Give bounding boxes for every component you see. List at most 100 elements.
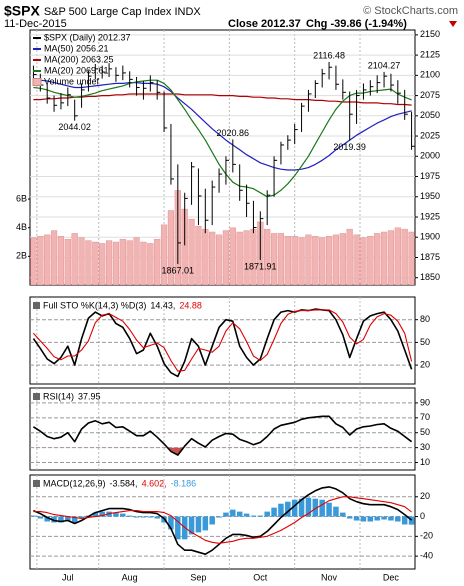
histogram-bar (298, 498, 305, 517)
legend-label: Volume undef (44, 76, 100, 86)
y-tick-label: 2025 (420, 130, 440, 140)
volume-bar (346, 228, 353, 285)
volume-bar (284, 236, 291, 285)
histogram-bar (333, 506, 339, 517)
histogram-bar (257, 515, 264, 517)
y-tick-label: 2100 (420, 70, 440, 80)
histogram-bar (374, 516, 380, 521)
volume-bar (50, 230, 58, 285)
histogram-bar (319, 499, 325, 517)
histogram-bar (312, 498, 319, 517)
histogram-bar (291, 499, 298, 517)
legend-label: $SPX (Daily) 2012.37 (44, 32, 131, 42)
volume-bar (119, 238, 126, 285)
histogram-bar (168, 516, 174, 530)
volume-bar (408, 231, 415, 285)
y-tick-label: 10 (420, 457, 430, 467)
volume-bar (339, 233, 346, 285)
moving-average (33, 93, 412, 106)
y-tick-label: 1850 (420, 272, 440, 282)
y-tick-label: 50 (420, 337, 430, 347)
volume-bar (202, 228, 209, 285)
annotation: 2020.86 (217, 128, 250, 138)
histogram-bar (395, 516, 401, 522)
volume-tick-label: 2B (16, 251, 27, 261)
annotation: 2019.39 (333, 142, 366, 152)
x-tick-label: Sep (190, 572, 206, 582)
volume-bar (44, 234, 51, 285)
y-tick-label: 20 (420, 359, 430, 369)
indicator-line (32, 308, 413, 378)
symbol: $SPX (4, 3, 40, 19)
plot-area (30, 30, 415, 285)
volume-bar (243, 230, 250, 285)
volume-bar (319, 237, 326, 285)
y-tick-label: 30 (420, 442, 430, 452)
volume-bar (188, 218, 195, 285)
y-tick-label: 2125 (420, 49, 440, 59)
histogram-bar (126, 515, 133, 517)
y-tick-label: 0 (420, 511, 425, 521)
panel (29, 474, 416, 570)
panel-icon (33, 393, 40, 400)
histogram-bar (243, 513, 250, 517)
volume-bar (215, 234, 223, 285)
volume-bar (270, 233, 278, 285)
y-tick-label: 2075 (420, 90, 440, 100)
volume-bar (298, 237, 305, 285)
y-tick-label: 2150 (420, 29, 440, 39)
histogram-bar (65, 516, 71, 521)
plot-area (30, 475, 415, 569)
legend-label: MA(200) 2063.25 (44, 54, 114, 64)
volume-bar (353, 234, 360, 285)
volume-bar (264, 228, 271, 285)
histogram-bar (37, 516, 44, 519)
y-tick-label: 1900 (420, 232, 440, 242)
panel-title: MACD(12,26,9) (43, 478, 106, 488)
annotation: 1871.91 (244, 261, 277, 271)
volume-tick-label: 4B (16, 222, 27, 232)
histogram-bar (401, 516, 408, 525)
annotation: 2044.02 (58, 122, 91, 132)
panel-value: 37.95 (78, 391, 101, 401)
volume-bar (160, 224, 168, 285)
histogram-bar (326, 502, 332, 517)
down-arrow (449, 21, 457, 27)
volume-bar (105, 240, 113, 285)
volume-bar (209, 231, 216, 285)
y-tick-label: 50 (420, 427, 430, 437)
y-tick-label: -40 (420, 551, 433, 561)
histogram-bar (99, 511, 105, 517)
plot-area (30, 297, 415, 384)
y-tick-label: 2050 (420, 110, 440, 120)
volume-bar (78, 237, 85, 285)
y-tick-label: 20 (420, 491, 430, 501)
histogram-bar (340, 512, 346, 517)
x-tick-label: Jul (62, 572, 74, 582)
volume-bar (140, 241, 147, 285)
histogram-bar (147, 516, 154, 518)
histogram-bar (188, 516, 195, 535)
panel-icon (33, 302, 40, 309)
histogram-bar (209, 516, 215, 525)
volume-bar (394, 227, 401, 285)
histogram-bar (381, 516, 387, 520)
volume-bar (387, 230, 395, 285)
volume-bar (92, 241, 99, 285)
histogram-bar (230, 509, 236, 517)
y-tick-label: 1950 (420, 191, 440, 201)
volume-bar (291, 236, 298, 285)
x-tick-label: Oct (253, 572, 268, 582)
histogram-bar (140, 516, 147, 518)
y-tick-label: 2000 (420, 151, 440, 161)
volume-bar (367, 236, 374, 285)
annotation: 2104.27 (368, 60, 401, 70)
histogram-bar (44, 516, 50, 522)
histogram-bar (154, 516, 160, 519)
panel (29, 387, 416, 471)
histogram-bar (78, 516, 85, 519)
indicator-line (32, 415, 413, 456)
volume-bar (133, 237, 140, 285)
x-tick-label: Aug (122, 572, 138, 582)
